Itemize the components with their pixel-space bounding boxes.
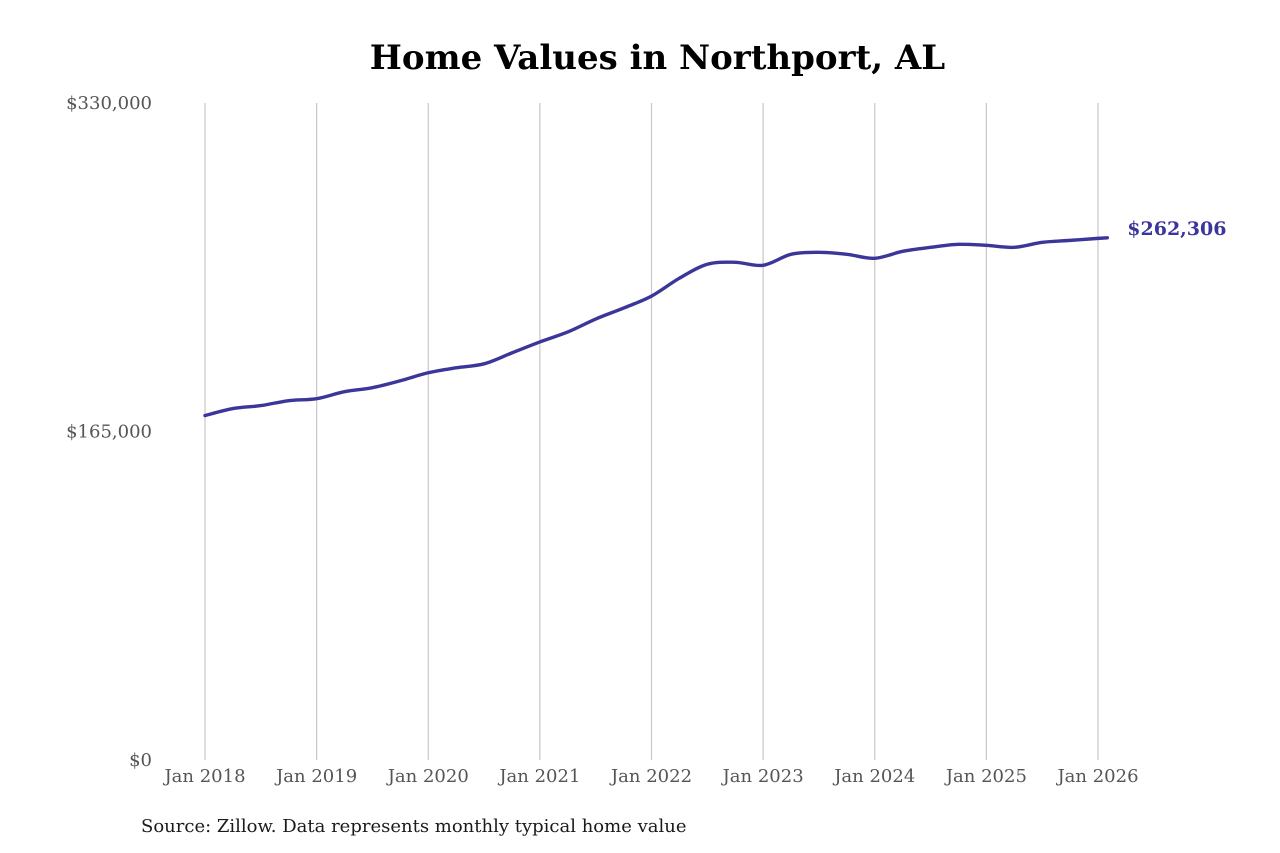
x-tick-label: Jan 2024 xyxy=(832,766,915,787)
series-layer xyxy=(203,236,1109,418)
end-value-label: $262,306 xyxy=(1127,218,1226,240)
x-axis: Jan 2018 Jan 2019 Jan 2020 Jan 2021 Jan 2022… xyxy=(162,766,1138,787)
series-line xyxy=(203,236,1109,418)
x-tick-label: Jan 2026 xyxy=(1055,766,1138,787)
gridlines xyxy=(204,103,1099,760)
x-tick-label: Jan 2021 xyxy=(497,766,580,787)
x-tick-label: Jan 2019 xyxy=(274,766,357,787)
x-tick-label: Jan 2022 xyxy=(609,766,692,787)
y-tick-label: $0 xyxy=(129,750,152,771)
x-tick-label: Jan 2018 xyxy=(162,766,245,787)
source-note: Source: Zillow. Data represents monthly … xyxy=(141,816,687,837)
y-tick-label: $165,000 xyxy=(66,422,152,443)
chart-title: Home Values in Northport, AL xyxy=(369,38,946,78)
x-tick-label: Jan 2025 xyxy=(944,766,1027,787)
x-tick-label: Jan 2023 xyxy=(721,766,804,787)
y-tick-label: $330,000 xyxy=(66,93,152,114)
x-tick-label: Jan 2020 xyxy=(386,766,469,787)
y-axis: $0 $165,000 $330,000 xyxy=(66,93,152,771)
annotations: $262,306 xyxy=(1127,218,1226,240)
